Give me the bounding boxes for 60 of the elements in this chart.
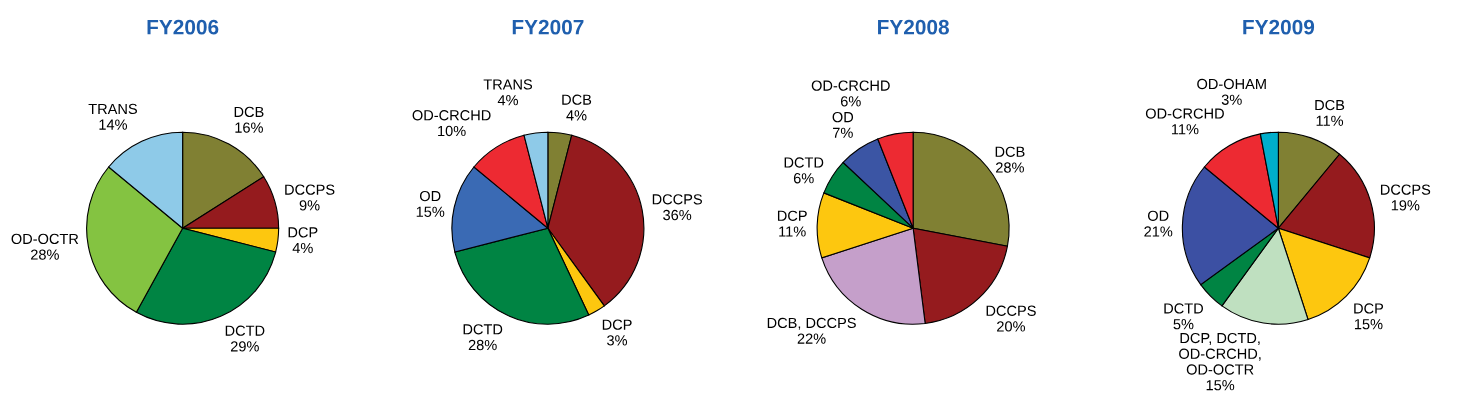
slice-label: TRANS (88, 103, 137, 115)
data-label: 6% (793, 173, 814, 184)
slice-label: TRANS (483, 79, 533, 90)
data-label: 9% (299, 200, 320, 211)
data-label: 11% (1171, 124, 1199, 135)
data-label: 22% (797, 333, 826, 344)
chart-title: FY2008 (878, 19, 949, 35)
data-label: 20% (997, 321, 1026, 332)
data-label: 15% (416, 206, 445, 217)
data-label: 19% (1391, 200, 1420, 211)
data-label: 15% (1206, 380, 1235, 391)
slice-label: DCB (562, 94, 592, 105)
slice-label: OD-OHAM (1197, 78, 1266, 90)
data-label: 14% (99, 119, 128, 130)
data-label: 4% (566, 110, 587, 121)
data-label: 4% (497, 95, 519, 106)
data-label: 15% (1354, 319, 1383, 330)
slice-label: DCB (1315, 99, 1345, 111)
data-label: 11% (779, 226, 806, 237)
slice-label: OD-CRCHD (811, 80, 890, 91)
slice-label: DCP (777, 210, 807, 221)
data-label: 3% (1221, 94, 1242, 105)
data-label: 21% (1144, 226, 1173, 237)
data-label: 3% (607, 335, 628, 346)
slice-label: DCCPS (652, 194, 702, 205)
chart-title: FY2007 (512, 19, 584, 35)
slice-label: OD (1147, 210, 1169, 221)
slice-label: OD-OCTR (11, 233, 79, 245)
slice-label: DCTD (1164, 303, 1203, 314)
slice-label: DCCPS (1380, 184, 1431, 195)
slice-label: DCCPS (285, 184, 335, 195)
data-label: 10% (438, 125, 466, 137)
data-label: 6% (840, 96, 861, 107)
slice-label: OD-CRCHD (1145, 108, 1224, 119)
data-label: 4% (292, 242, 313, 254)
data-label: 5% (1173, 319, 1194, 330)
slice-label: OD-CRCHD (412, 110, 491, 121)
slice-label: DCB, DCCPS (767, 317, 856, 330)
data-label: 7% (833, 127, 853, 138)
data-label: 28% (31, 249, 59, 260)
slice-label: DCB (234, 106, 264, 118)
slice-label: DCP (1354, 303, 1384, 314)
slice-label: DCCPS (986, 305, 1036, 316)
slice-label: DCP (602, 319, 632, 330)
slice-label: DCTD (225, 325, 265, 336)
slice-label: OD (832, 111, 854, 123)
slice-label: DCP (288, 227, 318, 238)
slice-label: DCP, DCTD, OD-CRCHD, OD-OCTR (1179, 332, 1261, 375)
chart-title: FY2006 (147, 19, 219, 35)
chart-title: FY2009 (1243, 19, 1315, 35)
slice-label: DCTD (784, 157, 824, 168)
data-label: 36% (663, 209, 692, 221)
slice-label: DCTD (463, 324, 503, 335)
slice-label: DCB (995, 146, 1025, 157)
slice-label: OD (419, 190, 441, 202)
data-label: 29% (230, 341, 259, 352)
data-label: 28% (996, 162, 1024, 173)
data-label: 28% (468, 339, 497, 351)
data-label: 11% (1316, 115, 1344, 126)
data-label: 16% (235, 122, 263, 133)
